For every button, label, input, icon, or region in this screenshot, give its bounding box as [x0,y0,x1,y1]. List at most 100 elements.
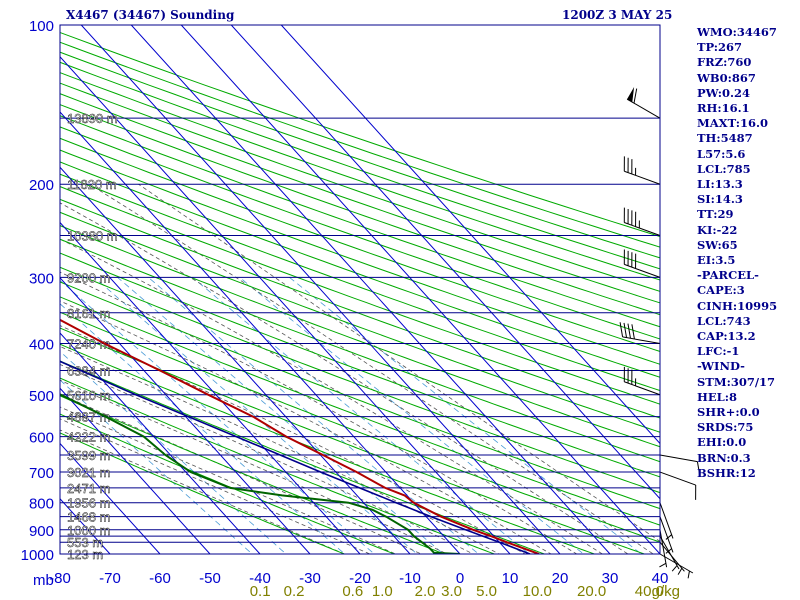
dry-adiabat-line [60,115,660,328]
height-label: 11820 m [67,177,117,192]
index-item: FRZ:760 [697,55,752,70]
dewpoint-line [60,393,461,554]
wind-barb [619,322,661,344]
wind-barb-staff [659,471,696,486]
wind-barb-pennant [627,87,635,103]
isotherm-line [60,56,511,554]
index-item: WB0:867 [697,70,756,85]
temperature-tick-label: 40 [652,570,669,587]
pressure-tick-label: 400 [29,336,54,353]
temperature-tick-label: 10 [502,570,519,587]
mixing-ratio-tick-label: 1.0 [372,583,393,600]
index-item: SI:14.3 [697,192,743,207]
mixing-ratio-line [239,277,585,554]
wind-barb-half-flag [665,534,672,540]
pressure-axis-label: mb [33,572,54,589]
dry-adiabat-line [60,343,596,554]
indices-panel: WMO:34467 TP:267 FRZ:760 WB0:867 PW:0.24 RH:1… [697,25,777,481]
wind-barb-flag [631,324,635,340]
wind-barb-half-flag [677,568,683,575]
dry-adiabat-line [60,149,660,365]
isotherm-line [60,442,161,554]
wind-barb-flag [633,88,638,104]
dry-adiabat-line [60,93,660,304]
wind-barb-staff [659,529,668,568]
mixing-ratio-tick-label: 3.0 [441,583,462,600]
index-item: LCL:743 [697,313,751,328]
wind-barb [659,516,674,554]
dry-adiabat-line [60,51,660,259]
wind-barb [626,87,661,119]
index-item: TH:5487 [697,131,753,146]
wind-barb [659,471,697,500]
temperature-tick-label: -30 [299,570,321,587]
height-label: 3599 m [67,448,110,463]
parcel-path-line [60,360,531,554]
index-item: CINH:10995 [697,298,778,313]
dry-adiabat-line [60,377,496,554]
dry-adiabat-line [60,198,660,419]
wind-barb-flag [623,322,628,338]
index-item: SRDS:75 [697,420,754,435]
moist-adiabat-line [60,406,397,554]
pressure-tick-label: 900 [29,523,54,540]
height-label: 3021 m [67,465,110,480]
pressure-tick-label: 300 [29,270,54,287]
height-label: 8161 m [67,306,110,321]
wind-barb [659,553,694,579]
dry-adiabat-line [60,186,660,405]
wind-barb-staff [624,170,661,185]
index-item: EHI:0.0 [697,435,747,450]
wind-barb-staff [659,553,694,574]
index-item: LI:13.3 [697,177,743,192]
mixing-ratio-line [289,277,643,554]
dry-adiabat-line [60,126,660,340]
height-label: 1000 m [67,523,110,538]
dry-adiabat-line [60,225,660,448]
mixing-ratio-tick-label: 5.0 [476,583,497,600]
mixing-ratio-tick-label: 10.0 [523,583,552,600]
isotherm-line [130,25,611,554]
index-item: -PARCEL- [697,268,759,283]
index-item: RH:16.1 [697,101,750,116]
mixing-ratio-tick-label: 0.6 [342,583,363,600]
pressure-tick-label: 800 [29,496,54,513]
index-item: -WIND- [697,359,745,374]
dry-adiabat-line [60,161,660,378]
index-item: CAPE:3 [697,283,745,298]
sounding-title: X4467 (34467) Sounding [66,8,235,22]
wind-barb-staff [659,516,674,553]
dry-adiabat-line [60,395,446,554]
pressure-tick-label: 100 [29,18,54,35]
temperature-tick-label: -60 [149,570,171,587]
isotherm-line [80,25,561,554]
height-label: 2471 m [67,481,110,496]
wind-barb-staff [626,98,661,119]
isotherm-line [230,25,660,500]
wind-barb [623,156,661,185]
isotherm-line [180,25,660,554]
index-item: L57:5.6 [697,146,746,161]
wind-barb [623,207,661,236]
index-item: WMO:34467 [697,25,777,39]
moist-adiabat-line [60,202,629,554]
pressure-tick-label: 200 [29,177,54,194]
wind-barb [659,529,668,568]
wind-barb-half-flag [671,565,678,572]
temperature-tick-label: -50 [199,570,221,587]
temperature-line [60,318,540,554]
dry-adiabat-line [60,61,660,270]
temperature-tick-label: -70 [99,570,121,587]
temperature-tick-label: 30 [602,570,619,587]
isotherm-line [60,111,461,554]
wind-barb-half-flag [687,570,690,579]
moist-adiabat-line [60,300,552,554]
wind-barb-staff [624,263,661,278]
dry-adiabat-line [60,413,396,554]
height-label: 5610 m [67,388,110,403]
index-item: MAXT:16.0 [697,116,768,131]
dry-adiabat-line [60,360,546,554]
temperature-tick-label: -40 [249,570,271,587]
index-item: SHR+:0.0 [697,405,760,420]
wind-barb-flag [619,322,624,337]
